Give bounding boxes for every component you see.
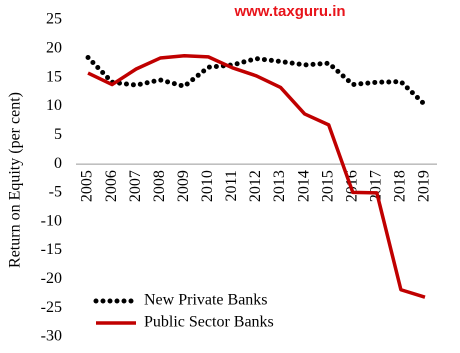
x-tick-label: 2012 [247,170,264,202]
y-tick-label: 15 [46,68,62,85]
series-line [85,54,428,108]
series-line [87,53,426,299]
y-tick-label: 0 [54,155,62,172]
x-tick-label: 2015 [319,170,336,202]
legend-label: New Private Banks [144,292,268,309]
x-tick-label: 2007 [127,170,144,202]
x-tick-label: 2019 [416,170,433,202]
x-tick-label: 2017 [368,170,385,202]
legend-label: Public Sector Banks [144,314,274,331]
x-tick-label: 2011 [223,170,240,201]
x-tick-label: 2010 [199,170,216,202]
x-tick-label: 2008 [151,170,168,202]
x-tick-label: 2014 [295,170,312,202]
y-tick-label: 10 [46,97,62,114]
y-tick-label: 25 [46,11,62,28]
x-tick-label: 2005 [79,170,96,202]
y-tick-label: -15 [41,241,62,258]
x-tick-label: 2009 [175,170,192,202]
x-tick-label: 2018 [392,170,409,202]
x-tick-label: 2013 [271,170,288,202]
y-tick-label: -30 [41,328,62,345]
y-axis-label: Return on Equity (per cent) [7,92,24,268]
y-tick-label: -25 [41,299,62,316]
x-tick-label: 2006 [103,170,120,202]
y-tick-label: -10 [41,212,62,229]
y-tick-label: 5 [54,126,62,143]
watermark: www.taxguru.in [233,3,345,20]
y-tick-label: 20 [46,39,62,56]
y-tick-label: -20 [41,270,62,287]
y-tick-label: -5 [49,184,62,201]
